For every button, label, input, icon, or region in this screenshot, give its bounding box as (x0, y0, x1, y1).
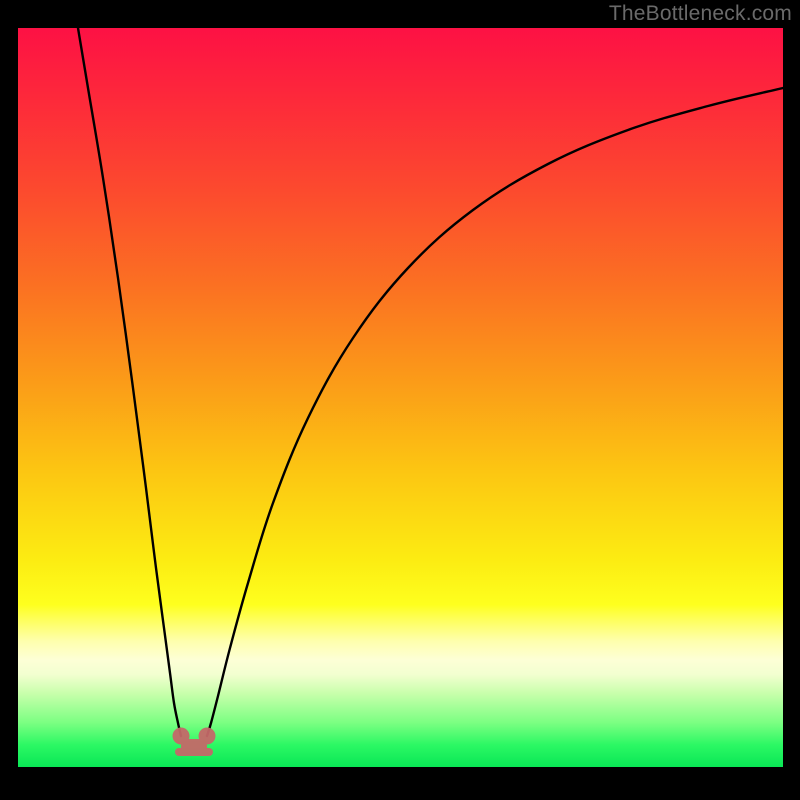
curve-left-branch (78, 28, 181, 736)
valley-marker-base (175, 748, 213, 756)
curve-overlay (18, 28, 783, 767)
valley-marker (173, 728, 216, 757)
watermark-text: TheBottleneck.com (609, 2, 792, 26)
curve-right-branch (207, 88, 783, 736)
plot-area (18, 28, 783, 767)
